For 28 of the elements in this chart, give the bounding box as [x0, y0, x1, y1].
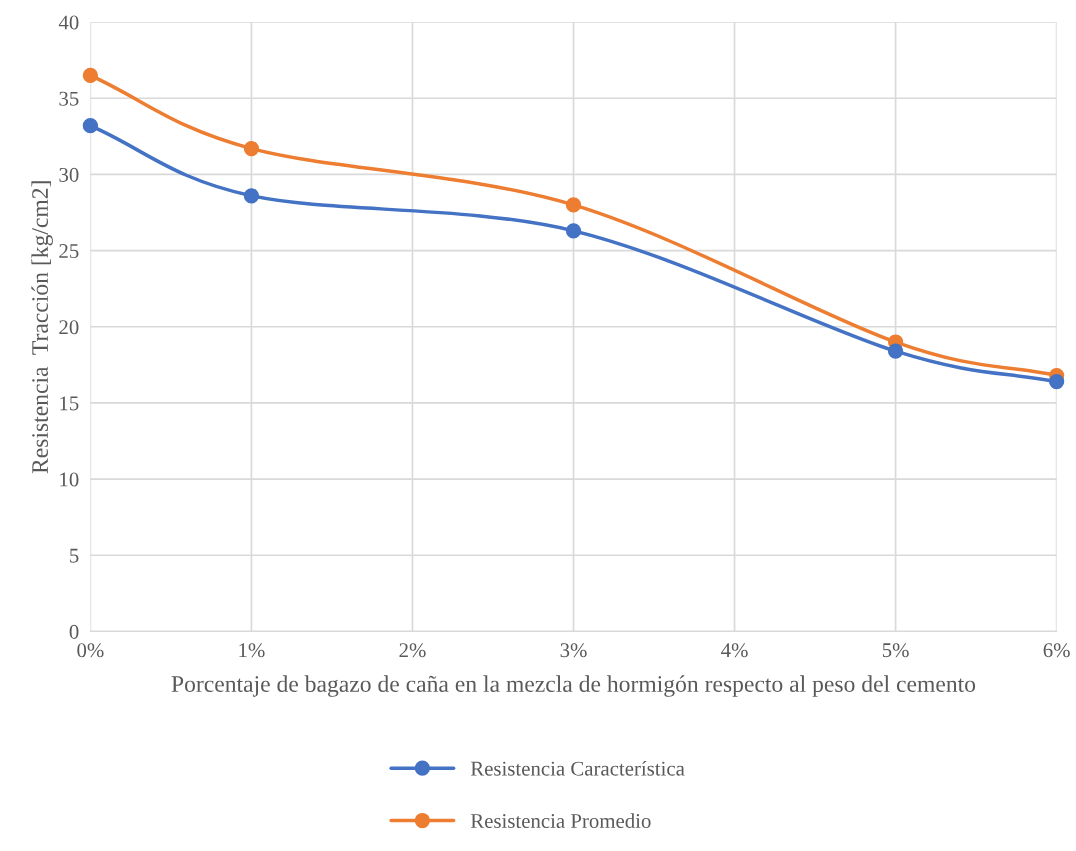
x-tick-label: 6% — [1043, 643, 1070, 658]
y-axis-title: Resistencia Tracción [kg/cm2] — [31, 181, 53, 474]
y-tick-label: 20 — [59, 320, 79, 335]
point — [243, 188, 260, 204]
x-tick-label: 2% — [399, 643, 426, 658]
point — [565, 223, 582, 239]
y-tick-label: 30 — [59, 167, 79, 182]
x-tick-label: 3% — [560, 643, 587, 658]
y-tick-label: 5 — [70, 548, 79, 563]
y-tick-label: 10 — [60, 472, 79, 487]
x-tick-label: 1% — [239, 643, 265, 658]
y-tick-label: 0 — [69, 624, 79, 639]
legend-label: Resistencia Característica — [470, 760, 685, 776]
x-axis-title: Porcentaje de bagazo de caña en la mezcla de hormigón respecto al peso del cemento — [171, 675, 976, 697]
x-tick-label: 4% — [721, 643, 748, 658]
point — [565, 197, 582, 213]
y-tick-label: 40 — [58, 15, 79, 30]
x-tick-label: 5% — [882, 643, 909, 658]
point — [243, 140, 260, 157]
point — [82, 67, 99, 84]
point — [887, 343, 904, 359]
point — [82, 118, 99, 134]
x-tick-label: 0% — [77, 643, 104, 658]
legend-label: Resistencia Promedio — [470, 813, 651, 829]
y-tick-label: 25 — [59, 244, 79, 259]
y-tick-label: 35 — [59, 91, 79, 106]
point — [1048, 373, 1065, 390]
y-tick-label: 15 — [60, 396, 79, 411]
